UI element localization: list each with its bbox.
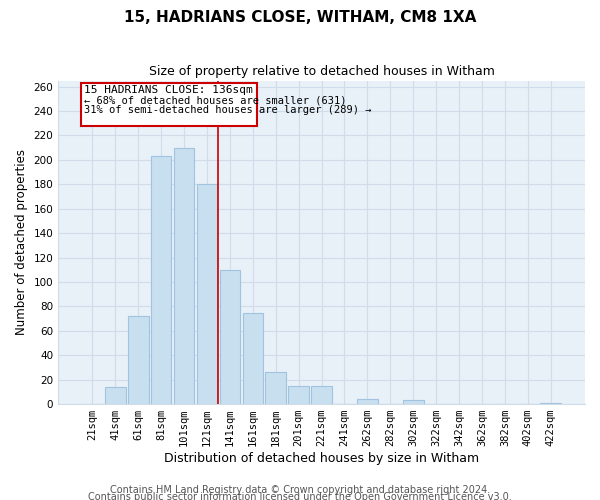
Bar [265, 372, 286, 404]
Bar [197, 184, 217, 404]
Text: 31% of semi-detached houses are larger (289) →: 31% of semi-detached houses are larger (… [85, 105, 372, 115]
X-axis label: Distribution of detached houses by size in Witham: Distribution of detached houses by size … [164, 452, 479, 465]
FancyBboxPatch shape [81, 83, 257, 126]
Bar [174, 148, 194, 404]
Bar [541, 403, 561, 404]
Text: Contains HM Land Registry data © Crown copyright and database right 2024.: Contains HM Land Registry data © Crown c… [110, 485, 490, 495]
Bar [357, 399, 378, 404]
Bar [242, 312, 263, 404]
Bar [220, 270, 240, 404]
Bar [403, 400, 424, 404]
Bar [105, 387, 125, 404]
Text: 15 HADRIANS CLOSE: 136sqm: 15 HADRIANS CLOSE: 136sqm [85, 86, 253, 96]
Bar [151, 156, 172, 404]
Bar [311, 386, 332, 404]
Text: Contains public sector information licensed under the Open Government Licence v3: Contains public sector information licen… [88, 492, 512, 500]
Y-axis label: Number of detached properties: Number of detached properties [15, 150, 28, 336]
Text: ← 68% of detached houses are smaller (631): ← 68% of detached houses are smaller (63… [85, 95, 347, 105]
Text: 15, HADRIANS CLOSE, WITHAM, CM8 1XA: 15, HADRIANS CLOSE, WITHAM, CM8 1XA [124, 10, 476, 25]
Bar [289, 386, 309, 404]
Bar [128, 316, 149, 404]
Title: Size of property relative to detached houses in Witham: Size of property relative to detached ho… [149, 65, 494, 78]
